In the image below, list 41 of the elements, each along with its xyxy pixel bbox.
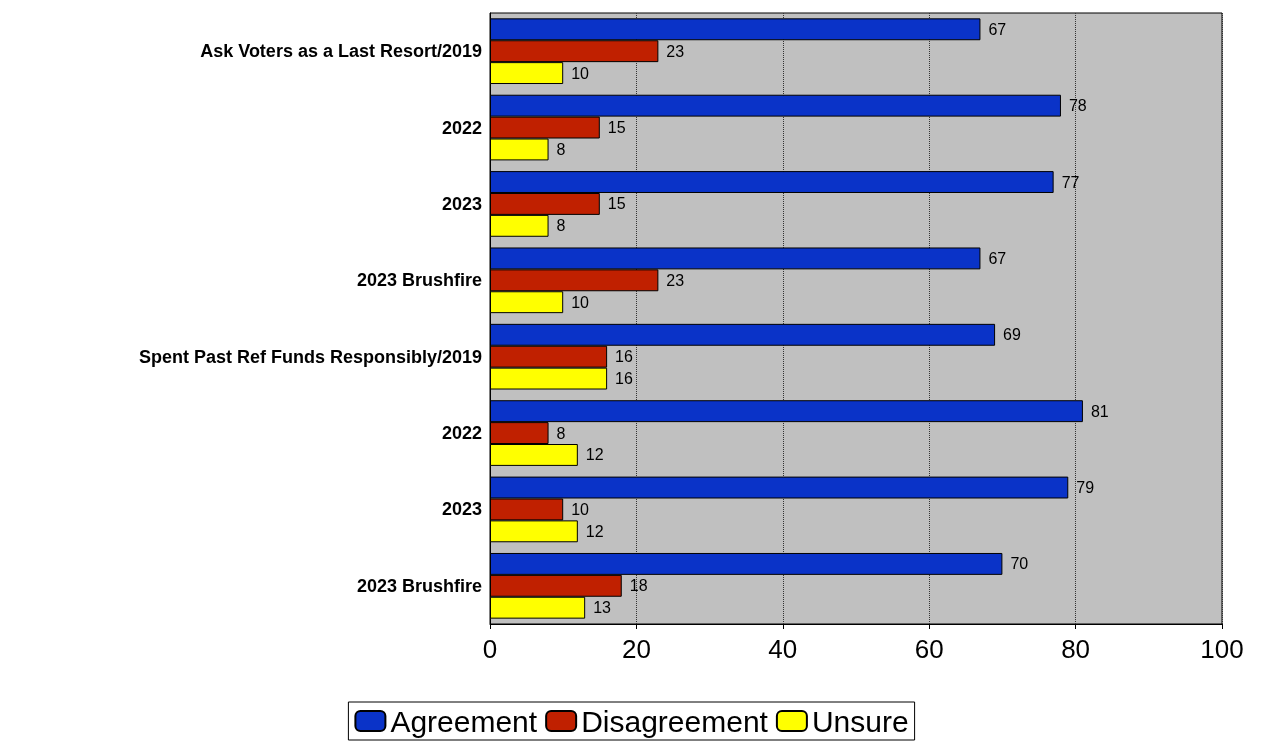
y-tick-label: 2023 [441, 193, 482, 214]
y-tick-label: Ask Voters as a Last Resort/2019 [200, 41, 482, 62]
data-label: 8 [556, 424, 566, 442]
data-label: 16 [615, 348, 634, 366]
data-label: 10 [571, 293, 590, 311]
data-label: 77 [1061, 173, 1080, 191]
y-tick-label: 2022 [441, 117, 482, 138]
x-tick-label: 20 [621, 634, 651, 664]
data-label: 18 [629, 577, 648, 595]
x-tick-label: 80 [1061, 634, 1091, 664]
data-label: 67 [988, 249, 1007, 267]
legend-label: Agreement [390, 704, 538, 738]
y-tick-label: 2022 [441, 423, 482, 444]
data-label: 12 [585, 446, 604, 464]
y-tick-label: Spent Past Ref Funds Responsibly/2019 [138, 346, 482, 367]
data-label: 12 [585, 522, 604, 540]
x-tick-label: 40 [768, 634, 798, 664]
data-label: 70 [1010, 555, 1029, 573]
data-label: 16 [615, 370, 634, 388]
data-label: 13 [593, 599, 612, 617]
data-label: 67 [988, 20, 1007, 38]
data-label: 10 [571, 500, 590, 518]
data-label: 79 [1076, 479, 1095, 497]
y-tick-label: 2023 Brushfire [356, 575, 482, 596]
data-label: 78 [1068, 97, 1087, 115]
data-label: 81 [1090, 402, 1109, 420]
legend-label: Unsure [811, 704, 909, 738]
data-label: 23 [666, 42, 685, 60]
data-label: 15 [607, 119, 626, 137]
data-label: 8 [556, 217, 566, 235]
legend-label: Disagreement [581, 704, 769, 738]
data-label: 10 [571, 64, 590, 82]
x-tick-label: 100 [1200, 634, 1244, 664]
data-label: 69 [1003, 326, 1021, 344]
y-tick-label: 2023 Brushfire [356, 270, 482, 291]
x-tick-label: 60 [914, 634, 944, 664]
data-label: 23 [666, 271, 685, 289]
x-tick-label: 0 [482, 634, 498, 664]
y-tick-label: 2023 [441, 499, 482, 520]
data-label: 15 [607, 195, 626, 213]
data-label: 8 [556, 140, 566, 158]
